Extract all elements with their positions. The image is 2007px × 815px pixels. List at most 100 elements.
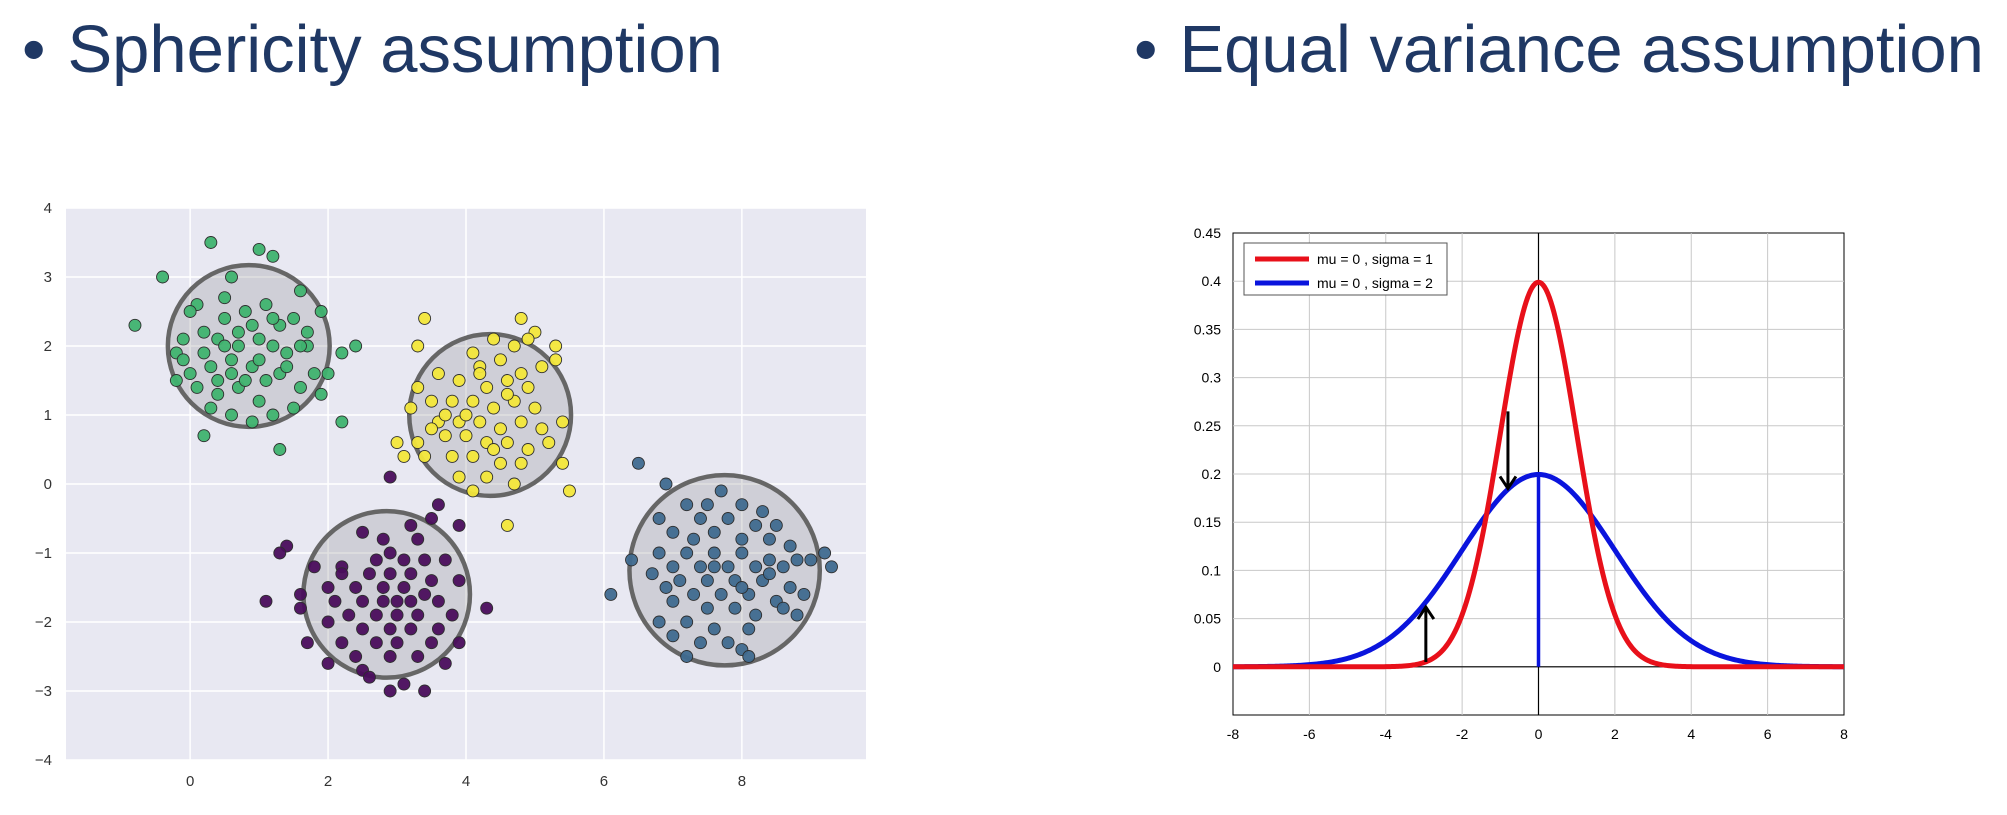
data-point [556,456,570,470]
data-point [735,532,749,546]
data-point [425,394,438,408]
data-point [425,574,438,588]
data-point [335,415,349,429]
data-point [287,311,301,325]
data-point [176,353,190,367]
data-point [397,553,411,567]
y-tick-label: 4 [44,200,52,217]
y-tick-label: −1 [35,545,52,562]
data-point [294,601,307,615]
data-point [487,401,501,415]
data-point [266,408,280,422]
data-point [562,484,576,498]
data-point [335,346,349,360]
data-point [494,456,507,470]
series-line-red_curve [1232,279,1845,670]
cluster-yellow [390,311,576,532]
cluster-purple [259,470,494,698]
data-point [376,532,390,546]
data-point [321,367,335,381]
x-tick-label: 8 [1840,726,1848,742]
data-point [404,401,418,415]
data-point [466,394,480,408]
data-point [197,429,211,443]
x-tick-label: 6 [1764,726,1772,742]
data-point [418,311,432,325]
data-point [431,594,445,608]
data-point [549,339,563,353]
data-point [314,305,328,318]
data-point [687,587,701,601]
data-point [128,318,142,332]
x-tick-label: -4 [1380,726,1393,742]
data-point [156,270,170,284]
data-point [328,594,342,608]
data-point [452,470,466,484]
data-point [204,236,218,249]
data-point [252,242,266,256]
data-point [252,394,266,408]
data-point [666,560,680,574]
annotation-arrow [1498,411,1518,492]
data-point [528,401,542,415]
data-point [659,477,673,491]
data-point [452,636,466,650]
data-point [294,284,307,298]
data-point [438,553,452,567]
heading-sphericity: • Sphericity assumption [22,6,723,94]
data-point [266,311,280,325]
data-point [459,408,473,422]
data-point [266,249,280,263]
y-tick-label: 0.35 [1194,321,1221,337]
data-point [252,353,266,367]
x-tick-label: 8 [738,773,746,790]
data-point [273,443,287,456]
cluster-blue [604,456,838,668]
data-point [280,360,294,374]
x-tick-label: 2 [1611,726,1619,742]
data-point [666,594,680,608]
data-point [749,560,763,574]
data-point [321,656,335,670]
data-point [390,636,404,650]
data-point [721,560,735,574]
data-point [473,367,487,381]
data-point [652,546,666,560]
data-point [321,615,335,629]
y-tick-label: 0.25 [1194,418,1221,434]
data-point [342,608,356,622]
data-point [466,449,480,463]
data-point [714,587,728,601]
data-point [749,518,763,532]
x-tick-label: 4 [1687,726,1695,742]
data-point [500,518,514,532]
data-point [673,574,687,588]
data-point [369,636,383,650]
x-tick-label: -2 [1456,726,1469,742]
data-point [418,684,432,698]
data-point [197,325,211,339]
data-point [225,270,238,284]
arrow-head [1498,475,1518,492]
data-point [500,436,514,450]
data-point [238,305,252,318]
data-point [273,546,287,560]
legend-label: mu = 0 , sigma = 2 [1317,275,1433,291]
data-point [480,380,494,394]
data-point [218,339,232,353]
data-point [521,332,535,346]
data-point [666,525,680,539]
data-point [211,387,225,401]
data-point [783,539,797,553]
x-tick-label: -6 [1303,726,1316,742]
data-point [218,311,232,325]
data-point [487,443,501,456]
data-point [411,380,425,394]
data-point [183,305,197,318]
data-point [245,415,259,429]
data-point [300,636,314,650]
data-point [721,512,735,525]
data-point [680,650,694,663]
data-point [218,291,232,305]
